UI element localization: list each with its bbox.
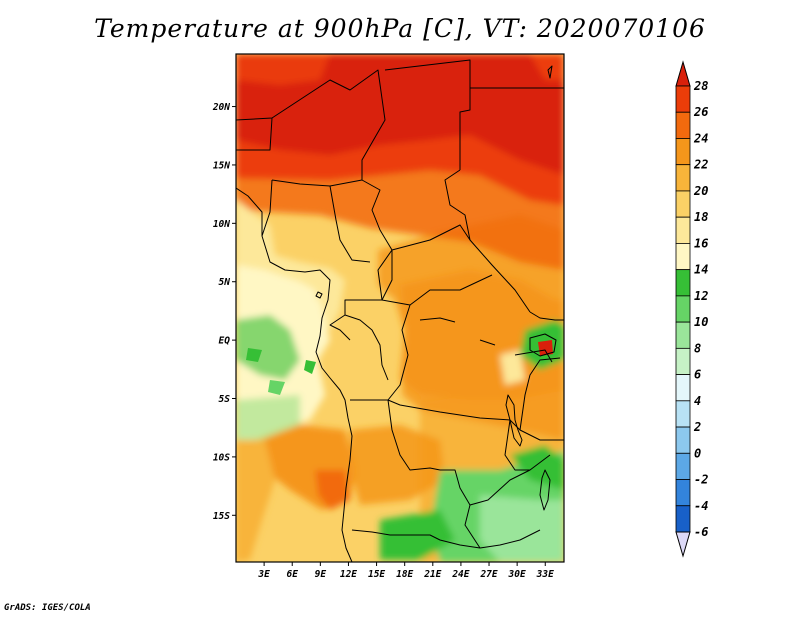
lat-tick-label: 10N [213,219,230,230]
lat-tick-label: 20N [212,102,230,113]
lon-tick-label: 15E [368,569,385,580]
colorbar-label: 28 [693,79,708,93]
colorbar-swatch [675,347,691,375]
colorbar-swatch [675,374,691,402]
colorbar-label: 2 [693,420,701,434]
colorbar-label: 26 [693,105,708,119]
colorbar-lower-triangle [675,531,691,558]
colorbar-label: 0 [694,446,701,460]
country-borders [236,59,564,562]
colorbar-label: 16 [694,236,708,250]
colorbar-label: -4 [694,499,708,513]
colorbar-label: 6 [694,368,701,382]
lat-tick-label: 5N [219,277,231,288]
colorbar-label: 10 [694,315,708,329]
lat-tick-label: EQ [219,336,231,347]
colorbar-upper-triangle [675,60,691,87]
colorbar-label: -6 [694,525,708,539]
colorbar-swatch [675,190,691,218]
temperature-field [236,54,564,562]
colorbar-swatch [675,295,691,323]
lon-tick-label: 9E [315,569,327,580]
colorbar-label: 24 [693,131,708,145]
colorbar-swatch [675,243,691,271]
colorbar-swatch [675,216,691,244]
lon-tick-label: 24E [451,569,469,580]
colorbar-swatch [675,505,691,533]
colorbar-swatch [675,111,691,139]
colorbar-swatch [675,138,691,166]
colorbar-label: 18 [694,210,708,224]
lon-tick-label: 21E [423,569,441,580]
colorbar-label: -2 [694,473,708,487]
colorbar-label: 12 [694,289,708,303]
colorbar-label: 20 [693,184,708,198]
lon-tick-label: 12E [340,569,357,580]
lon-tick-label: 30E [508,569,526,580]
longitude-axis: 3E 6E 9E 12E 15E 18E 21E 24E 27E 30E 33E [257,562,554,580]
lon-tick-label: 27E [479,569,497,580]
lon-tick-label: 33E [536,569,554,580]
colorbar-label: 8 [694,341,701,355]
grads-credit: GrADS: IGES/COLA [4,603,91,613]
lon-tick-label: 6E [287,569,299,580]
lat-tick-label: 10S [213,452,230,463]
colorbar-swatch [675,269,691,297]
colorbar-swatch [675,400,691,428]
colorbar-swatch [675,452,691,480]
colorbar-swatch [675,164,691,192]
latitude-axis: 20N 15N 10N 5N EQ 5S 10S 15S [212,102,236,522]
colorbar-label: 4 [694,394,701,408]
colorbar-label: 14 [694,263,708,277]
colorbar-swatch [675,479,691,507]
map-title: Temperature at 900hPa [C], VT: 202007010… [94,14,706,43]
lon-tick-label: 3E [257,569,270,580]
map-frame [235,53,565,563]
colorbar-swatch [675,426,691,454]
lat-tick-label: 15S [213,511,230,522]
lat-tick-label: 5S [219,394,231,405]
lon-tick-label: 18E [396,569,413,580]
colorbar-swatch [675,321,691,349]
colorbar-label: 22 [693,158,708,172]
lat-tick-label: 15N [213,160,230,171]
colorbar-swatch [675,85,691,113]
